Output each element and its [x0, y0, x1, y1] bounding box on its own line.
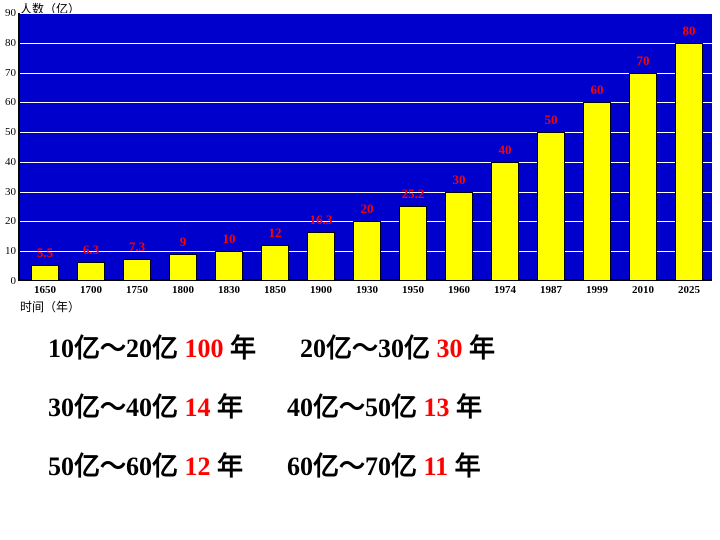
y-tick-label: 30	[0, 186, 16, 198]
bar-value-label: 6.3	[83, 242, 99, 258]
bar	[353, 221, 381, 281]
growth-item: 50亿～60亿 12 年	[48, 446, 243, 483]
bar	[77, 262, 105, 281]
bar-value-label: 10	[223, 231, 236, 247]
x-tick-label: 1987	[540, 284, 562, 296]
bar-value-label: 16.3	[310, 212, 333, 228]
y-tick-label: 0	[0, 275, 16, 287]
x-tick-label: 2025	[678, 284, 700, 296]
bar	[169, 254, 197, 281]
x-tick-label: 1999	[586, 284, 608, 296]
bar	[583, 102, 611, 281]
growth-row: 50亿～60亿 12 年 60亿～70亿 11 年	[48, 446, 680, 483]
bar	[399, 206, 427, 281]
y-tick-label: 90	[0, 7, 16, 19]
bar	[537, 132, 565, 281]
growth-row: 30亿～40亿 14 年 40亿～50亿 13 年	[48, 387, 680, 424]
x-tick-label: 1750	[126, 284, 148, 296]
y-tick-label: 40	[0, 156, 16, 168]
growth-item: 10亿～20亿 100 年	[48, 328, 256, 365]
bars-layer: 5.5 6.3 7.3 9 10 12 16.3 20 25.2 30 40 50 60 70 80	[18, 13, 712, 281]
x-tick-label: 1900	[310, 284, 332, 296]
bar-value-label: 40	[499, 142, 512, 158]
bar	[123, 259, 151, 281]
x-tick-label: 2010	[632, 284, 654, 296]
bar-value-label: 20	[361, 201, 374, 217]
bar	[31, 265, 59, 281]
x-tick-label: 1700	[80, 284, 102, 296]
x-tick-label: 1830	[218, 284, 240, 296]
bar	[307, 232, 335, 281]
y-tick-label: 50	[0, 126, 16, 138]
bar	[629, 73, 657, 281]
growth-summary: 10亿～20亿 100 年 20亿～30亿 30 年 30亿～40亿 14 年 40亿…	[0, 310, 720, 483]
bar	[675, 43, 703, 281]
x-axis-title: 时间（年）	[20, 298, 80, 315]
bar-value-label: 80	[683, 23, 696, 39]
bar	[215, 251, 243, 281]
bar	[445, 192, 473, 281]
growth-item: 20亿～30亿 30 年	[300, 328, 495, 365]
bar-value-label: 5.5	[37, 245, 53, 261]
growth-item: 30亿～40亿 14 年	[48, 387, 243, 424]
y-tick-label: 80	[0, 37, 16, 49]
growth-row: 10亿～20亿 100 年 20亿～30亿 30 年	[48, 328, 680, 365]
growth-item: 40亿～50亿 13 年	[287, 387, 482, 424]
x-tick-label: 1950	[402, 284, 424, 296]
bar	[261, 245, 289, 281]
bar-value-label: 60	[591, 82, 604, 98]
x-tick-label: 1974	[494, 284, 516, 296]
bar-value-label: 9	[180, 234, 187, 250]
y-tick-label: 60	[0, 96, 16, 108]
bar-value-label: 25.2	[402, 186, 425, 202]
bar	[491, 162, 519, 281]
bar-value-label: 70	[637, 53, 650, 69]
bar-value-label: 50	[545, 112, 558, 128]
x-tick-label: 1650	[34, 284, 56, 296]
growth-item: 60亿～70亿 11 年	[287, 446, 481, 483]
bar-value-label: 7.3	[129, 239, 145, 255]
y-tick-label: 70	[0, 67, 16, 79]
x-tick-label: 1800	[172, 284, 194, 296]
x-tick-label: 1960	[448, 284, 470, 296]
population-bar-chart: 人数（亿） 5.56.37.39101216.32025.23040506070…	[0, 0, 720, 310]
x-tick-label: 1850	[264, 284, 286, 296]
x-tick-label: 1930	[356, 284, 378, 296]
y-tick-label: 10	[0, 245, 16, 257]
y-tick-label: 20	[0, 215, 16, 227]
bar-value-label: 12	[269, 225, 282, 241]
bar-value-label: 30	[453, 172, 466, 188]
